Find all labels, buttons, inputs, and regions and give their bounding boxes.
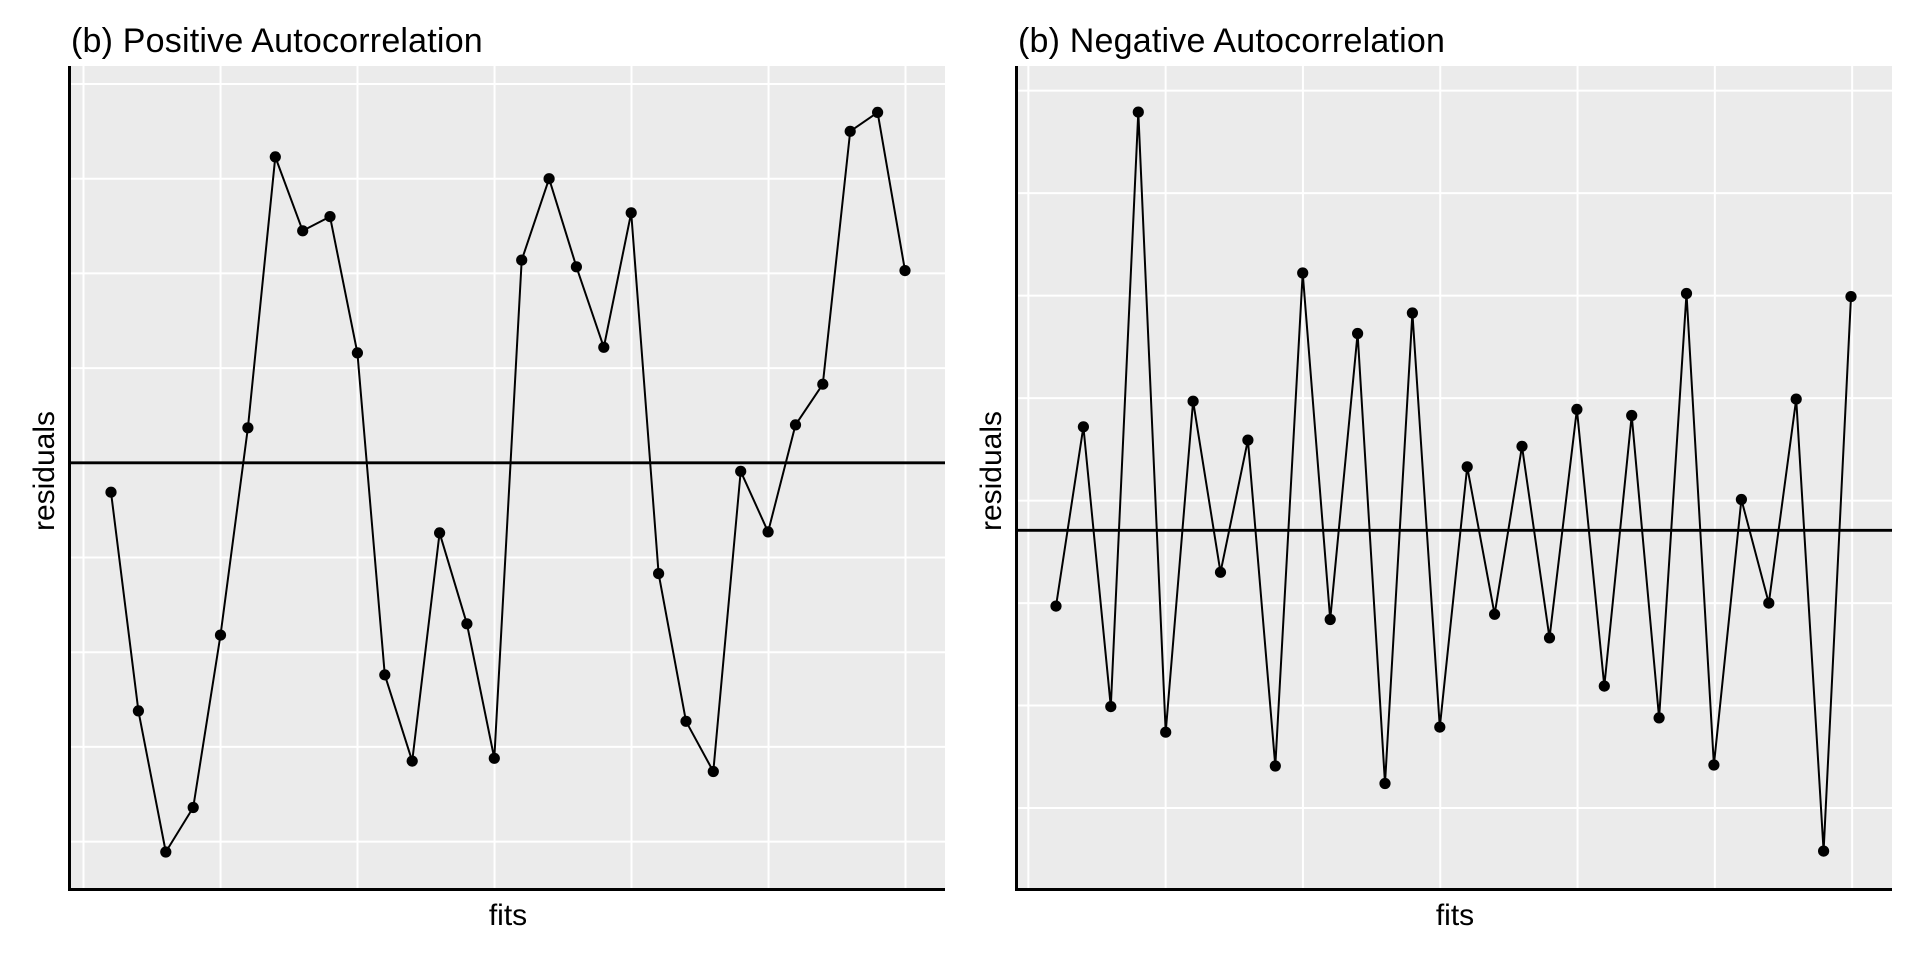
data-point [187,801,199,814]
data-point [324,211,336,223]
data-point [817,378,829,390]
x-axis-label: fits [488,899,528,932]
data-point [1297,267,1309,279]
data-point [844,125,856,137]
data-point [1790,393,1802,405]
data-point [1352,327,1364,340]
data-point [1708,759,1720,771]
data-point [516,254,528,266]
data-point [1571,403,1583,415]
data-point [1680,287,1693,300]
data-point [1242,434,1254,446]
data-point [1845,291,1857,303]
data-point [351,347,363,359]
y-axis-label: residuals [975,410,1008,532]
data-point [598,341,610,353]
data-point [1626,409,1638,422]
data-point [762,526,774,538]
data-point [1763,597,1775,609]
data-point [434,527,446,539]
data-point [406,755,418,767]
data-point [735,465,747,477]
data-point [1160,726,1172,738]
data-point [1050,600,1062,612]
data-point [488,752,500,764]
data-point [214,629,227,641]
data-point [1516,440,1528,452]
data-point [269,151,281,163]
data-point [1105,701,1117,713]
chart-title: (b) Negative Autocorrelation [1018,22,1446,60]
data-point [625,207,637,219]
plot-svg [1018,66,1892,888]
x-axis-label: fits [1435,899,1475,932]
data-point [1324,613,1336,626]
data-point [1214,566,1227,578]
data-point [297,225,309,237]
data-point [1653,712,1665,724]
plot-panel [68,66,945,891]
data-point [899,265,911,277]
data-point [1187,395,1199,407]
series-line [110,111,906,853]
data-point [1598,680,1610,692]
data-point [570,261,582,273]
plot-panel [1015,66,1892,891]
data-point [543,173,555,185]
data-point [1269,760,1281,772]
chart-title: (b) Positive Autocorrelation [71,22,483,60]
data-point [379,669,391,681]
series-line [1055,111,1852,853]
data-point [1406,307,1418,319]
data-point [872,106,884,118]
data-point [160,846,172,858]
data-point [1818,845,1830,857]
data-point [132,705,144,717]
data-point [1132,106,1144,118]
data-point [1543,632,1556,644]
data-point [461,618,473,630]
data-point [707,765,719,778]
data-point [680,715,692,727]
data-point [653,568,665,580]
data-point [789,419,802,431]
plot-svg [71,66,945,888]
data-point [105,486,117,498]
data-point [1077,421,1089,433]
data-point [242,422,254,434]
data-point [1379,777,1391,790]
data-point [1461,461,1473,473]
data-point [1434,721,1446,733]
data-point [1735,493,1747,506]
data-point [1489,608,1501,620]
